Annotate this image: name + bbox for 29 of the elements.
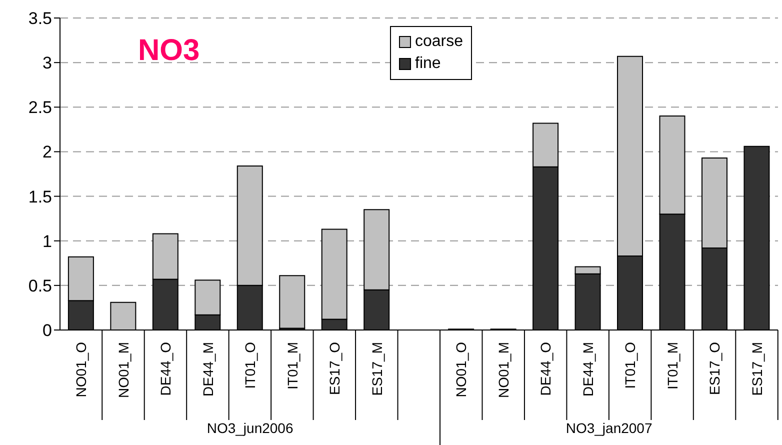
x-tick-label: ES17_M	[748, 342, 765, 396]
x-tick-label: DE44_O	[538, 342, 554, 396]
y-tick-label: 1	[42, 232, 52, 251]
y-tick-label: 3.5	[28, 9, 52, 28]
y-tick-label: 0.5	[28, 276, 52, 296]
legend-label: coarse	[415, 33, 464, 51]
x-tick-label: ES17_O	[326, 342, 343, 395]
x-tick-label: DE44_O	[158, 342, 174, 396]
x-tick-label: IT01_M	[664, 342, 680, 390]
text: NO3_jan2007	[564, 420, 654, 436]
x-tick-label: ES17_M	[368, 342, 385, 396]
y-tick-label: 2	[42, 142, 52, 162]
x-tick-label: NO01_M	[495, 342, 512, 398]
x-tick-label: NO01_O	[453, 342, 470, 398]
text: NO3_jun2006	[206, 420, 294, 436]
x-tick-label: NO01_O	[73, 342, 90, 398]
x-tick-label: DE44_M	[580, 342, 596, 396]
x-tick-label: ES17_O	[706, 342, 723, 395]
y-tick-label: 1.5	[28, 187, 52, 206]
x-tick-label: IT01_O	[242, 342, 258, 389]
y-tick-label: 2.5	[28, 98, 52, 118]
y-tick-label: 0	[42, 321, 52, 340]
x-tick-label: IT01_O	[622, 342, 638, 389]
x-tick-label: IT01_M	[284, 342, 300, 390]
x-tick-label: NO01_M	[115, 342, 132, 398]
text: NO3	[138, 34, 200, 68]
x-tick-label: DE44_M	[200, 342, 216, 396]
legend-label: fine	[415, 55, 441, 73]
y-tick-label: 3	[42, 54, 52, 73]
